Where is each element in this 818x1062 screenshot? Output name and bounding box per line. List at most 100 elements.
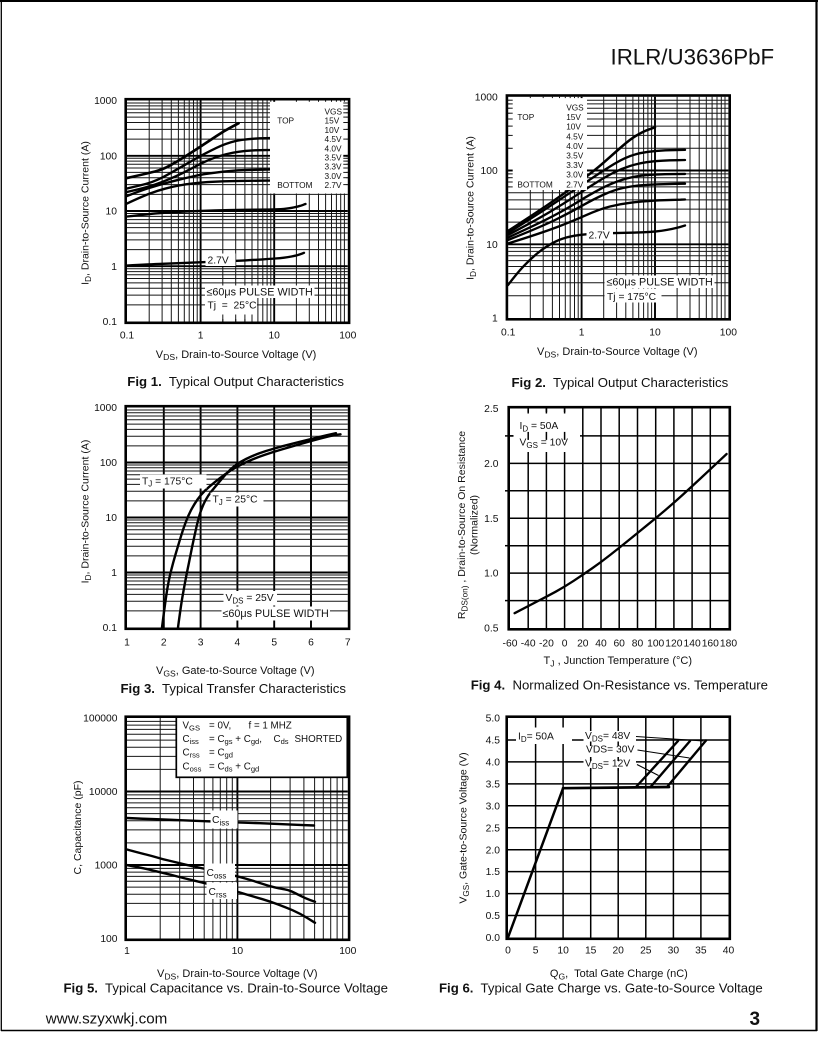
- svg-text:= Cgd: = Cgd: [209, 748, 233, 760]
- svg-text:Fig 5. Typical Capacitance vs: Fig 5. Typical Capacitance vs. Drain-to-…: [64, 981, 388, 996]
- svg-text:100: 100: [647, 638, 664, 649]
- svg-text:TJ = 25°C: TJ = 25°C: [213, 495, 259, 507]
- svg-text:ID, Drain-to-Source Current (A: ID, Drain-to-Source Current (A): [80, 141, 93, 285]
- svg-text:VDS= 12V: VDS= 12V: [585, 759, 630, 771]
- svg-text:4: 4: [235, 638, 241, 649]
- svg-text:1: 1: [111, 262, 117, 273]
- svg-text:RDS(on) , Drain-to-Source On R: RDS(on) , Drain-to-Source On Resistance: [456, 431, 469, 619]
- svg-text:0.0: 0.0: [486, 933, 501, 944]
- svg-text:TJ , Junction Temperature (°C): TJ , Junction Temperature (°C): [544, 655, 693, 668]
- svg-text:VGS = 10V: VGS = 10V: [520, 438, 569, 450]
- svg-text:TOP: TOP: [277, 116, 294, 126]
- svg-text:ID= 50A: ID= 50A: [518, 732, 554, 744]
- svg-text:www.szyxwkj.com: www.szyxwkj.com: [45, 1011, 168, 1028]
- svg-text:2.7V: 2.7V: [208, 256, 229, 267]
- svg-text:VDS, Drain-to-Source Voltage (: VDS, Drain-to-Source Voltage (V): [156, 349, 317, 362]
- svg-text:f = 1 MHZ: f = 1 MHZ: [249, 721, 292, 732]
- svg-text:≤60μs PULSE WIDTH: ≤60μs PULSE WIDTH: [223, 608, 329, 620]
- svg-text:-40: -40: [521, 638, 536, 649]
- svg-text:VDS= 30V: VDS= 30V: [586, 745, 634, 756]
- svg-text:Crss: Crss: [183, 748, 200, 760]
- svg-text:10: 10: [486, 240, 498, 251]
- svg-text:Fig 3. Typical Transfer Chara: Fig 3. Typical Transfer Characteristics: [121, 681, 347, 696]
- svg-text:2.7V: 2.7V: [566, 179, 584, 189]
- svg-text:3.5V: 3.5V: [566, 151, 584, 161]
- svg-text:0.5: 0.5: [486, 911, 501, 922]
- svg-text:1000: 1000: [95, 861, 118, 872]
- svg-text:≤60μs PULSE WIDTH: ≤60μs PULSE WIDTH: [607, 277, 713, 289]
- svg-text:120: 120: [665, 638, 682, 649]
- svg-text:100: 100: [481, 166, 498, 177]
- svg-text:VDS, Drain-to-Source Voltage (: VDS, Drain-to-Source Voltage (V): [157, 968, 318, 981]
- svg-text:100000: 100000: [83, 714, 118, 725]
- svg-text:TJ = 175°C: TJ = 175°C: [142, 476, 193, 488]
- svg-text:160: 160: [702, 638, 719, 649]
- svg-text:100: 100: [339, 946, 356, 957]
- svg-text:1.0: 1.0: [486, 889, 501, 900]
- svg-text:4.0V: 4.0V: [325, 143, 343, 153]
- svg-text:1: 1: [124, 946, 130, 957]
- svg-text:10: 10: [232, 946, 244, 957]
- svg-text:6: 6: [308, 638, 314, 649]
- svg-text:VGS, Gate-to-Source Voltage (V: VGS, Gate-to-Source Voltage (V): [458, 752, 471, 903]
- svg-text:4.5: 4.5: [486, 736, 501, 747]
- svg-text:2.7V: 2.7V: [589, 231, 610, 242]
- svg-text:15: 15: [585, 946, 597, 957]
- svg-text:= 0V,: = 0V,: [209, 721, 231, 732]
- svg-text:Fig 6. Typical Gate Charge vs: Fig 6. Typical Gate Charge vs. Gate-to-S…: [439, 981, 763, 996]
- svg-text:10V: 10V: [325, 125, 340, 135]
- svg-text:3: 3: [198, 638, 204, 649]
- svg-text:ID = 50A: ID = 50A: [520, 421, 559, 433]
- svg-text:100: 100: [720, 327, 737, 338]
- svg-text:ID, Drain-to-Source Current (: ID, Drain-to-Source Current (A): [80, 440, 93, 584]
- svg-text:100: 100: [339, 330, 356, 341]
- svg-text:0: 0: [505, 946, 511, 957]
- svg-text:35: 35: [695, 946, 707, 957]
- svg-text:Fig 4. Normalized On-Resistan: Fig 4. Normalized On-Resistance vs. Temp…: [471, 678, 768, 693]
- svg-text:3: 3: [750, 1009, 761, 1030]
- svg-text:3.5: 3.5: [486, 780, 501, 791]
- svg-text:0.5: 0.5: [484, 624, 499, 635]
- svg-text:1: 1: [579, 327, 585, 338]
- svg-text:= Cds + Cgd: = Cds + Cgd: [209, 762, 259, 774]
- svg-text:-20: -20: [539, 638, 554, 649]
- svg-text:5.0: 5.0: [486, 714, 501, 725]
- svg-text:0: 0: [562, 638, 568, 649]
- svg-text:1000: 1000: [94, 403, 117, 414]
- svg-text:7: 7: [345, 638, 351, 649]
- svg-text:QG, Total Gate Charge (nC): QG, Total Gate Charge (nC): [550, 968, 688, 981]
- svg-text:Tj = 175°C: Tj = 175°C: [607, 292, 657, 303]
- svg-text:Fig 1. Typical Output Charact: Fig 1. Typical Output Characteristics: [127, 374, 344, 389]
- svg-text:VDS= 48V: VDS= 48V: [585, 731, 630, 743]
- svg-text:-60: -60: [503, 638, 518, 649]
- svg-text:1: 1: [124, 638, 130, 649]
- svg-text:1: 1: [492, 314, 498, 325]
- svg-text:10: 10: [557, 946, 569, 957]
- svg-text:= Cgs + Cgd,: = Cgs + Cgd,: [209, 734, 262, 746]
- svg-text:Cds: Cds: [274, 734, 289, 746]
- svg-text:80: 80: [632, 638, 644, 649]
- svg-text:100: 100: [100, 151, 117, 162]
- svg-text:VGS: VGS: [566, 103, 584, 113]
- svg-text:1.0: 1.0: [484, 569, 499, 580]
- svg-text:10V: 10V: [566, 122, 581, 132]
- svg-text:5: 5: [271, 638, 277, 649]
- svg-text:3.3V: 3.3V: [325, 162, 343, 172]
- svg-text:2.0: 2.0: [484, 459, 499, 470]
- svg-text:1.5: 1.5: [486, 867, 501, 878]
- svg-text:2.5: 2.5: [486, 823, 501, 834]
- svg-text:3.5V: 3.5V: [325, 153, 343, 163]
- svg-text:2: 2: [161, 638, 167, 649]
- svg-text:100: 100: [100, 458, 117, 469]
- svg-text:10000: 10000: [89, 787, 118, 798]
- svg-text:BOTTOM: BOTTOM: [277, 180, 312, 190]
- svg-text:Coss: Coss: [207, 868, 227, 880]
- svg-text:0.1: 0.1: [120, 330, 135, 341]
- svg-text:Ciss: Ciss: [212, 815, 229, 827]
- svg-text:IRLR/U3636PbF: IRLR/U3636PbF: [611, 45, 775, 70]
- svg-text:5: 5: [533, 946, 539, 957]
- svg-text:3.0: 3.0: [486, 801, 501, 812]
- svg-text:1: 1: [198, 330, 204, 341]
- svg-text:60: 60: [613, 638, 625, 649]
- svg-text:15V: 15V: [325, 116, 340, 126]
